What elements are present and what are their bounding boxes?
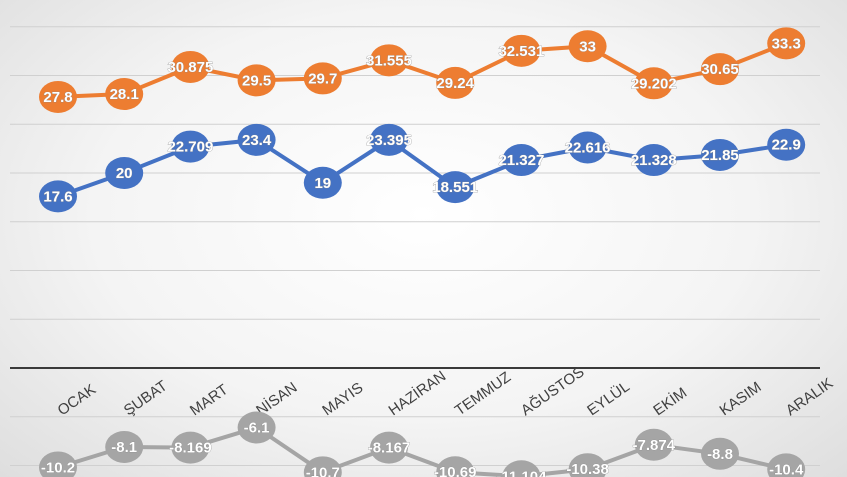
x-axis-tick-labels: OCAK ŞUBAT MART NİSAN MAYIS HAZİRAN TEMMUZ AĞUS…: [55, 363, 837, 419]
data-point: [701, 437, 739, 470]
data-label: 19: [314, 175, 331, 192]
data-label: -10.2: [41, 459, 75, 476]
data-point: [237, 411, 276, 444]
data-label: 22.709: [167, 139, 213, 156]
data-point: [370, 123, 408, 156]
data-label: 21.327: [498, 152, 544, 169]
data-label: 22.616: [565, 139, 611, 156]
data-label: 29.202: [631, 75, 677, 92]
data-point: [701, 53, 739, 86]
data-point: [237, 123, 276, 156]
data-point: [502, 144, 541, 177]
data-point: [237, 64, 276, 97]
data-label: 27.8: [43, 89, 72, 106]
data-label: 23.4: [242, 132, 272, 149]
series-2: 17.6 20 22.709 23.4 19 23.395 18.551 21.327 22.6…: [39, 123, 806, 213]
data-point: [171, 50, 210, 83]
data-point: [502, 460, 541, 477]
data-point: [303, 456, 342, 477]
data-label: -10.69: [434, 464, 477, 477]
data-label: -7.874: [633, 437, 676, 454]
data-point: [568, 453, 607, 477]
x-tick-label: EKİM: [650, 383, 690, 419]
data-point: [568, 30, 607, 63]
data-label: 29.7: [308, 70, 337, 87]
data-point: [634, 428, 673, 461]
data-point: [370, 431, 408, 464]
data-point: [370, 44, 408, 77]
data-point: [303, 166, 342, 199]
x-tick-label: MART: [187, 381, 231, 419]
series-line: [56, 425, 789, 477]
x-tick-label: EYLÜL: [584, 377, 633, 419]
data-point: [767, 453, 806, 477]
data-label: 33: [579, 38, 596, 55]
data-point: [105, 430, 144, 463]
data-point: [767, 27, 806, 60]
data-label: 28.1: [110, 86, 139, 103]
data-label: 23.395: [366, 132, 412, 149]
data-label: -10.38: [566, 461, 609, 477]
series-1: 27.8 28.1 30.875 29.5 29.7 31.555 29.24 32.531 3…: [39, 27, 806, 113]
data-label: -8.8: [707, 446, 733, 463]
series-3: -10.2 -8.1 -8.169 -6.1 -10.7 -8.167 -10.69 -11.…: [39, 411, 806, 477]
x-tick-label: OCAK: [55, 381, 100, 419]
data-label: 31.555: [366, 52, 412, 69]
data-label: 29.5: [242, 72, 271, 89]
data-point: [303, 62, 342, 95]
data-point: [436, 456, 475, 477]
data-point: [39, 180, 77, 213]
data-point: [634, 144, 673, 177]
data-point: [701, 138, 739, 171]
x-tick-label: ŞUBAT: [121, 377, 171, 419]
data-label: 20: [116, 165, 133, 182]
gridlines: [10, 26, 820, 466]
x-tick-label: TEMMUZ: [452, 369, 514, 420]
data-label: -8.167: [368, 440, 411, 457]
data-point: [436, 66, 475, 99]
data-label: 22.9: [772, 137, 801, 154]
x-tick-label: KASIM: [717, 379, 765, 420]
data-label: -8.1: [111, 439, 137, 456]
data-point: [39, 80, 77, 113]
data-label: 30.65: [701, 61, 739, 78]
data-label: -10.7: [306, 464, 340, 477]
data-point: [171, 130, 210, 163]
series-layer: 27.8 28.1 30.875 29.5 29.7 31.555 29.24 32.531 3…: [39, 27, 806, 477]
data-point: [568, 131, 607, 164]
data-label: 18.551: [432, 179, 478, 196]
data-label: 29.24: [436, 75, 474, 92]
data-point: [767, 128, 806, 161]
data-point: [171, 431, 210, 464]
data-label: 30.875: [167, 59, 213, 76]
data-label: 21.85: [701, 147, 739, 164]
data-label: -11.104: [496, 468, 547, 477]
data-label: 33.3: [772, 35, 801, 52]
data-label: -10.4: [769, 461, 804, 477]
data-point: [105, 78, 144, 111]
data-label: -8.169: [169, 440, 212, 457]
data-point: [105, 157, 144, 189]
data-label: 21.328: [631, 152, 677, 169]
data-label: -6.1: [244, 419, 270, 436]
data-point: [39, 451, 77, 477]
data-point: [634, 67, 673, 100]
x-tick-label: MAYIS: [319, 379, 366, 419]
data-label: 17.6: [43, 188, 72, 205]
data-point: [436, 171, 475, 204]
x-tick-label: ARALIK: [783, 375, 836, 420]
x-tick-label: HAZİRAN: [385, 367, 449, 420]
x-tick-label: AĞUSTOS: [518, 363, 588, 419]
data-label: 32.531: [498, 43, 544, 60]
data-point: [502, 34, 541, 67]
